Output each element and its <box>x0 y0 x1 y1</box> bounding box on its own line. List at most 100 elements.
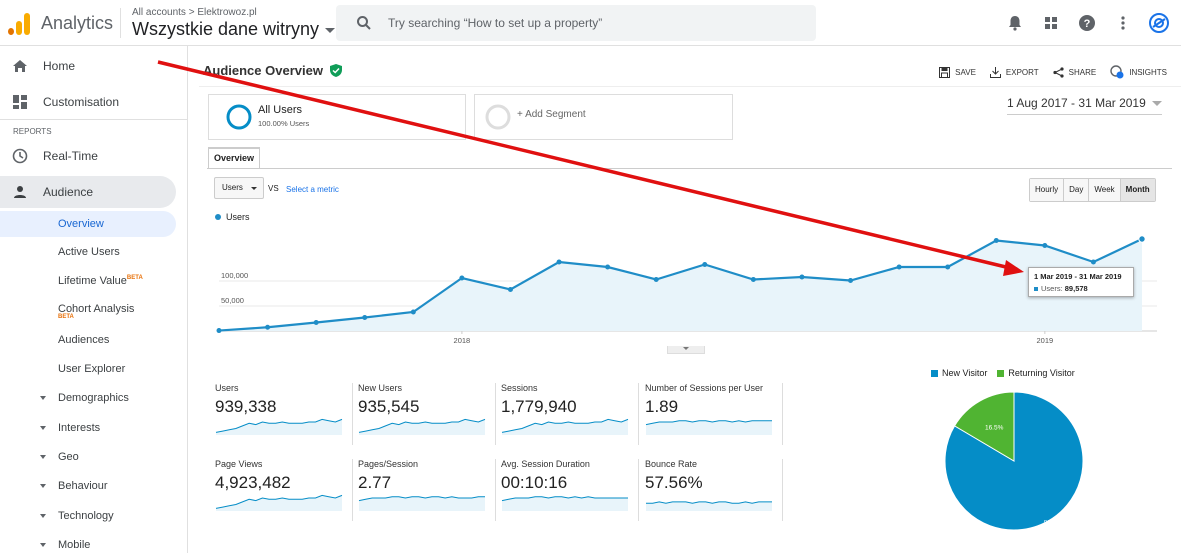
insights-button[interactable]: INSIGHTS <box>1110 65 1167 79</box>
search-placeholder: Try searching “How to set up a property” <box>388 16 603 30</box>
reports-heading: REPORTS <box>13 127 52 136</box>
metric-card[interactable]: Pages/Session 2.77 <box>358 459 496 521</box>
sparkline-line <box>215 418 343 433</box>
data-point[interactable] <box>1042 243 1048 248</box>
period-hourly-button[interactable]: Hourly <box>1030 179 1065 201</box>
data-point[interactable] <box>848 278 854 283</box>
save-button[interactable]: SAVE <box>939 65 976 79</box>
pie-slice-label: 16.5% <box>985 424 1004 431</box>
data-point[interactable] <box>605 264 611 270</box>
sidebar-item-home[interactable]: Home <box>0 50 188 82</box>
metric-card[interactable]: Users 939,338 <box>215 383 353 445</box>
share-icon <box>1053 66 1064 78</box>
data-point[interactable] <box>216 328 222 334</box>
users-line-chart[interactable]: 100,000 50,000 2018 2019 <box>199 226 1181 351</box>
sparkline-area <box>216 419 342 435</box>
date-range-picker[interactable]: 1 Aug 2017 - 31 Mar 2019 <box>1007 96 1162 115</box>
period-day-button[interactable]: Day <box>1064 179 1090 201</box>
sparkline <box>645 420 772 435</box>
period-month-button[interactable]: Month <box>1120 179 1155 201</box>
sidebar-item-audiences[interactable]: Audiences <box>58 334 110 346</box>
period-week-button[interactable]: Week <box>1089 179 1121 201</box>
data-point[interactable] <box>410 309 416 315</box>
expand-arrow-icon <box>40 426 46 431</box>
metric-card[interactable]: Page Views 4,923,482 <box>215 459 353 521</box>
pie-legend-returning[interactable]: Returning Visitor <box>997 368 1075 378</box>
sidebar-item-behaviour[interactable]: Behaviour <box>40 480 108 492</box>
share-button[interactable]: SHARE <box>1053 65 1096 79</box>
account-breadcrumb[interactable]: All accounts > Elektrowoz.pl <box>132 7 257 18</box>
data-point[interactable] <box>362 315 368 320</box>
sidebar-item-audience[interactable]: Audience <box>0 176 176 208</box>
sidebar-item-cohort-analysis[interactable]: Cohort Analysis BETA <box>58 303 134 320</box>
metric-card[interactable]: New Users 935,545 <box>358 383 496 445</box>
metric-card[interactable]: Avg. Session Duration 00:10:16 <box>501 459 639 521</box>
data-point[interactable] <box>556 259 562 265</box>
segment-all-users[interactable]: All Users 100.00% Users <box>208 94 466 140</box>
expand-arrow-icon <box>40 484 46 489</box>
visitor-pie-chart[interactable]: 83.5% 16.5% <box>939 386 1089 536</box>
data-point[interactable] <box>313 320 319 325</box>
sparkline-area <box>216 495 342 511</box>
data-point[interactable] <box>702 262 708 267</box>
sidebar-item-label: Cohort Analysis <box>58 303 135 315</box>
property-view-selector[interactable]: Wszystkie dane witryny <box>132 19 336 40</box>
data-point[interactable] <box>945 264 951 270</box>
data-point[interactable] <box>750 277 756 282</box>
legend-label: Returning Visitor <box>1008 368 1075 378</box>
sidebar-item-demographics[interactable]: Demographics <box>40 392 129 404</box>
pie-legend-new[interactable]: New Visitor <box>931 368 987 378</box>
legend-swatch <box>931 370 938 377</box>
metric-card[interactable]: Number of Sessions per User 1.89 <box>645 383 783 445</box>
export-button[interactable]: EXPORT <box>989 65 1039 79</box>
search-bar[interactable]: Try searching “How to set up a property” <box>336 5 816 41</box>
data-point[interactable] <box>1138 235 1146 243</box>
chart-tooltip: 1 Mar 2019 - 31 Mar 2019 Users: 89,578 <box>1028 267 1134 297</box>
sidebar-item-overview[interactable]: Overview <box>0 211 176 237</box>
data-point[interactable] <box>459 275 465 281</box>
help-icon[interactable]: ? <box>1077 13 1097 33</box>
sidebar-item-active-users[interactable]: Active Users <box>58 246 120 258</box>
data-point[interactable] <box>265 324 271 330</box>
sparkline-line <box>215 494 343 509</box>
series-area <box>219 239 1142 331</box>
home-icon <box>13 60 27 72</box>
data-point[interactable] <box>1090 259 1096 265</box>
metric-card[interactable]: Sessions 1,779,940 <box>501 383 639 445</box>
metric-card[interactable]: Bounce Rate 57.56% <box>645 459 783 521</box>
pie-slice-returning-visitor[interactable] <box>953 391 1015 462</box>
more-vert-icon[interactable] <box>1113 13 1133 33</box>
sidebar-item-technology[interactable]: Technology <box>40 510 114 522</box>
sidebar-item-customisation[interactable]: Customisation <box>0 86 188 118</box>
account-avatar-icon[interactable] <box>1149 13 1169 33</box>
sidebar-item-interests[interactable]: Interests <box>40 422 100 434</box>
add-segment-button[interactable]: + Add Segment <box>474 94 733 140</box>
metric-value: 00:10:16 <box>501 473 568 492</box>
sidebar-item-lifetime-value[interactable]: Lifetime ValueBETA <box>58 275 143 287</box>
expand-arrow-icon <box>40 455 46 460</box>
chart-collapse-handle[interactable] <box>667 346 705 354</box>
data-point[interactable] <box>653 277 659 282</box>
data-point[interactable] <box>993 238 999 243</box>
pie-slice-label: 83.5% <box>1044 520 1063 527</box>
beta-badge: BETA <box>126 275 143 281</box>
x-tick-label: 2019 <box>1036 336 1053 345</box>
notifications-bell-icon[interactable] <box>1005 13 1025 33</box>
apps-grid-icon[interactable] <box>1041 13 1061 33</box>
data-point[interactable] <box>896 264 902 270</box>
tab-underline <box>207 168 1172 169</box>
metric-dropdown[interactable]: Users <box>214 177 264 199</box>
sidebar-item-geo[interactable]: Geo <box>40 451 79 463</box>
data-point[interactable] <box>507 287 513 292</box>
property-view-name: Wszystkie dane witryny <box>132 19 320 39</box>
sidebar-item-realtime[interactable]: Real-Time <box>0 140 188 172</box>
sidebar-item-mobile[interactable]: Mobile <box>40 539 90 551</box>
analytics-logo-icon[interactable] <box>8 13 30 35</box>
x-tick-label: 2018 <box>454 336 471 345</box>
pie-legend: New Visitor Returning Visitor <box>931 368 1075 378</box>
select-metric-link[interactable]: Select a metric <box>286 185 339 194</box>
sidebar-item-user-explorer[interactable]: User Explorer <box>58 363 126 375</box>
tab-overview[interactable]: Overview <box>208 147 260 169</box>
data-point[interactable] <box>799 274 805 280</box>
sidebar-item-label: Mobile <box>58 539 91 551</box>
